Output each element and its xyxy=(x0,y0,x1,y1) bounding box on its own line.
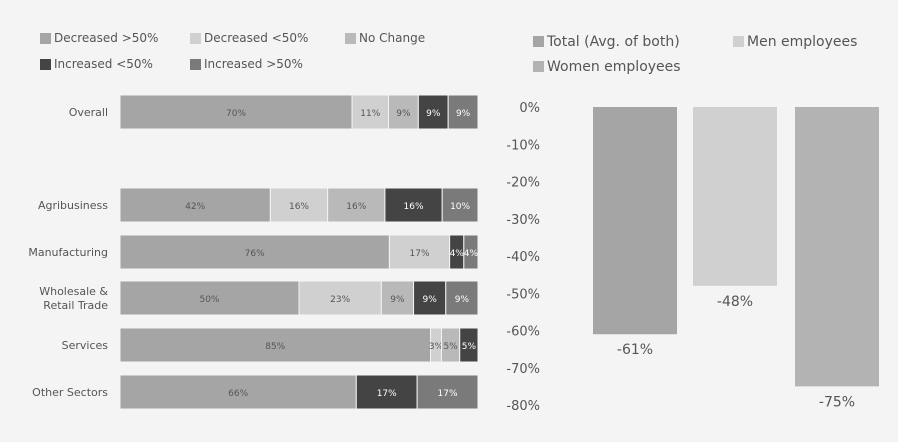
category-label-4-0: Services xyxy=(62,339,109,352)
legend-swatch-4 xyxy=(190,59,201,70)
data-label-1-1: 16% xyxy=(289,202,309,212)
bar-segment-1-2 xyxy=(327,187,386,223)
legend-label-1: Decreased <50% xyxy=(204,31,308,45)
bar-segment-0-1 xyxy=(351,94,390,130)
category-label-1-0: Agribusiness xyxy=(38,199,108,212)
bar-segment-1-4 xyxy=(441,187,479,223)
data-label-1-3: 16% xyxy=(404,202,424,212)
data-label-0-3: 9% xyxy=(426,109,441,119)
data-label-3-0: 50% xyxy=(199,295,219,305)
y-tick-label-5: -50% xyxy=(506,287,540,302)
category-label-3-0: Wholesale & xyxy=(39,285,108,298)
data-label-5-4: 17% xyxy=(438,389,458,399)
legend-label-0: Decreased >50% xyxy=(54,31,158,45)
bar-segment-0-2 xyxy=(388,94,419,130)
data-label-0-0: 70% xyxy=(226,109,246,119)
value-label-0: -61% xyxy=(617,342,653,358)
bar-segment-1-1 xyxy=(269,187,329,223)
bar-segment-3-4 xyxy=(445,280,479,316)
category-label-2-0: Manufacturing xyxy=(28,246,108,259)
bar-segment-0-0 xyxy=(119,94,353,130)
data-label-4-3: 5% xyxy=(462,342,477,352)
value-bar-1 xyxy=(693,107,777,286)
data-label-4-1: 3% xyxy=(429,342,444,352)
bar-segment-0-4 xyxy=(447,94,479,130)
bar-segment-1-0 xyxy=(119,187,271,223)
bar-segment-1-3 xyxy=(384,187,443,223)
value-bar-2 xyxy=(795,107,879,387)
bar-segment-5-3 xyxy=(355,374,418,410)
value-bar-0 xyxy=(593,107,677,335)
data-label-3-4: 9% xyxy=(455,295,470,305)
y-tick-label-4: -40% xyxy=(506,250,540,265)
y-tick-label-0: 0% xyxy=(519,101,540,116)
data-label-0-2: 9% xyxy=(396,109,411,119)
y-tick-label-8: -80% xyxy=(506,399,540,414)
data-label-3-1: 23% xyxy=(330,295,350,305)
r-legend-label-1: Men employees xyxy=(747,34,857,50)
y-tick-label-7: -70% xyxy=(506,362,540,377)
data-label-2-3: 4% xyxy=(450,249,465,259)
bar-segment-5-4 xyxy=(416,374,479,410)
value-label-1: -48% xyxy=(717,294,753,310)
data-label-5-3: 17% xyxy=(377,389,397,399)
legend-swatch-1 xyxy=(190,33,201,44)
legend-label-2: No Change xyxy=(359,31,425,45)
bar-segment-4-3 xyxy=(459,327,479,363)
r-legend-swatch-2 xyxy=(533,61,544,72)
category-label-0-0: Overall xyxy=(69,106,108,119)
legend-swatch-0 xyxy=(40,33,51,44)
legend-label-3: Increased <50% xyxy=(54,57,153,71)
y-tick-label-1: -10% xyxy=(506,138,540,153)
r-legend-label-0: Total (Avg. of both) xyxy=(546,34,680,50)
bar-segment-2-1 xyxy=(388,234,451,270)
r-legend-label-2: Women employees xyxy=(547,59,681,75)
data-label-4-2: 5% xyxy=(443,342,458,352)
data-label-1-2: 16% xyxy=(346,202,366,212)
legend-swatch-3 xyxy=(40,59,51,70)
data-label-1-4: 10% xyxy=(450,202,470,212)
data-label-2-0: 76% xyxy=(245,249,265,259)
bar-segment-3-1 xyxy=(298,280,382,316)
data-label-1-0: 42% xyxy=(185,202,205,212)
data-label-5-0: 66% xyxy=(228,389,248,399)
data-label-2-4: 4% xyxy=(464,249,479,259)
value-label-2: -75% xyxy=(819,394,855,410)
data-label-3-3: 9% xyxy=(423,295,438,305)
category-label-3-1: Retail Trade xyxy=(43,299,108,312)
data-label-3-2: 9% xyxy=(390,295,405,305)
r-legend-swatch-0 xyxy=(533,36,544,47)
y-tick-label-3: -30% xyxy=(506,213,540,228)
y-tick-label-6: -60% xyxy=(506,325,540,340)
bar-segment-2-4 xyxy=(463,234,479,270)
legend-swatch-2 xyxy=(345,33,356,44)
r-legend-swatch-1 xyxy=(733,36,744,47)
y-tick-label-2: -20% xyxy=(506,176,540,191)
data-label-0-1: 11% xyxy=(360,109,380,119)
legend-label-4: Increased >50% xyxy=(204,57,303,71)
data-label-0-4: 9% xyxy=(456,109,471,119)
data-label-2-1: 17% xyxy=(410,249,430,259)
category-label-5-0: Other Sectors xyxy=(32,386,108,399)
bar-segment-4-0 xyxy=(119,327,432,363)
bar-segment-3-0 xyxy=(119,280,300,316)
data-label-4-0: 85% xyxy=(265,342,285,352)
